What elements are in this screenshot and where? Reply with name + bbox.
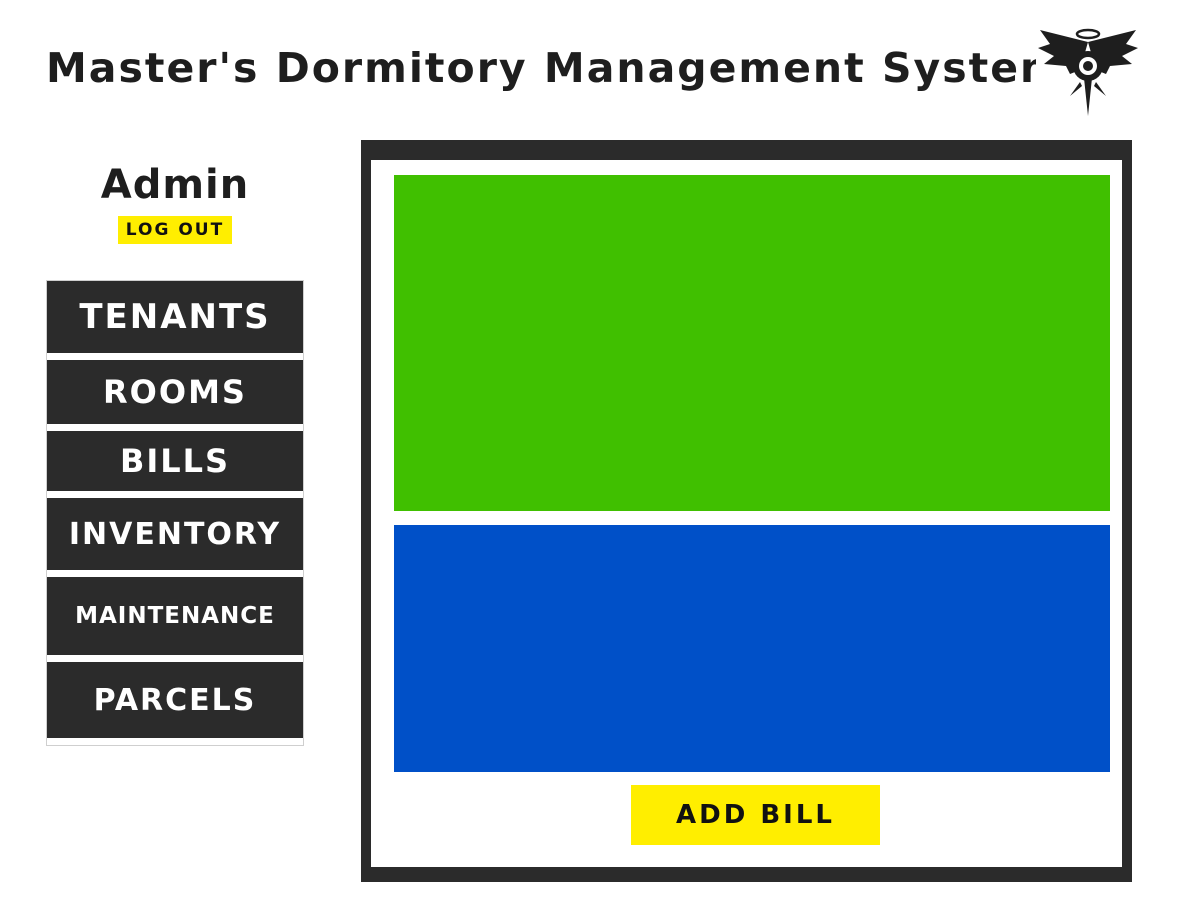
- sidebar-item-maintenance[interactable]: MAINTENANCE: [47, 577, 303, 655]
- logout-button[interactable]: LOG OUT: [118, 216, 232, 244]
- user-role-label: Admin: [46, 160, 304, 210]
- sidebar-divider: [47, 353, 303, 360]
- add-bill-button[interactable]: ADD BILL: [631, 785, 880, 845]
- winged-emblem-icon: [1036, 26, 1140, 116]
- sidebar-divider: [47, 738, 303, 745]
- bill-details-panel: [394, 525, 1110, 772]
- sidebar-item-tenants[interactable]: TENANTS: [47, 281, 303, 353]
- sidebar-divider: [47, 491, 303, 498]
- main-content-area: ADD BILL: [371, 160, 1122, 867]
- sidebar-divider: [47, 570, 303, 577]
- sidebar-item-parcels[interactable]: PARCELS: [47, 662, 303, 738]
- main-content-frame: ADD BILL: [361, 140, 1132, 882]
- page-title: Master's Dormitory Management System: [46, 40, 1036, 96]
- bills-list-panel: [394, 175, 1110, 511]
- user-panel: Admin LOG OUT: [46, 160, 304, 244]
- sidebar-item-inventory[interactable]: INVENTORY: [47, 498, 303, 570]
- sidebar-nav: TENANTS ROOMS BILLS INVENTORY MAINTENANC…: [46, 280, 304, 746]
- sidebar-divider: [47, 655, 303, 662]
- sidebar-item-bills[interactable]: BILLS: [47, 431, 303, 491]
- sidebar-item-rooms[interactable]: ROOMS: [47, 360, 303, 424]
- sidebar-divider: [47, 424, 303, 431]
